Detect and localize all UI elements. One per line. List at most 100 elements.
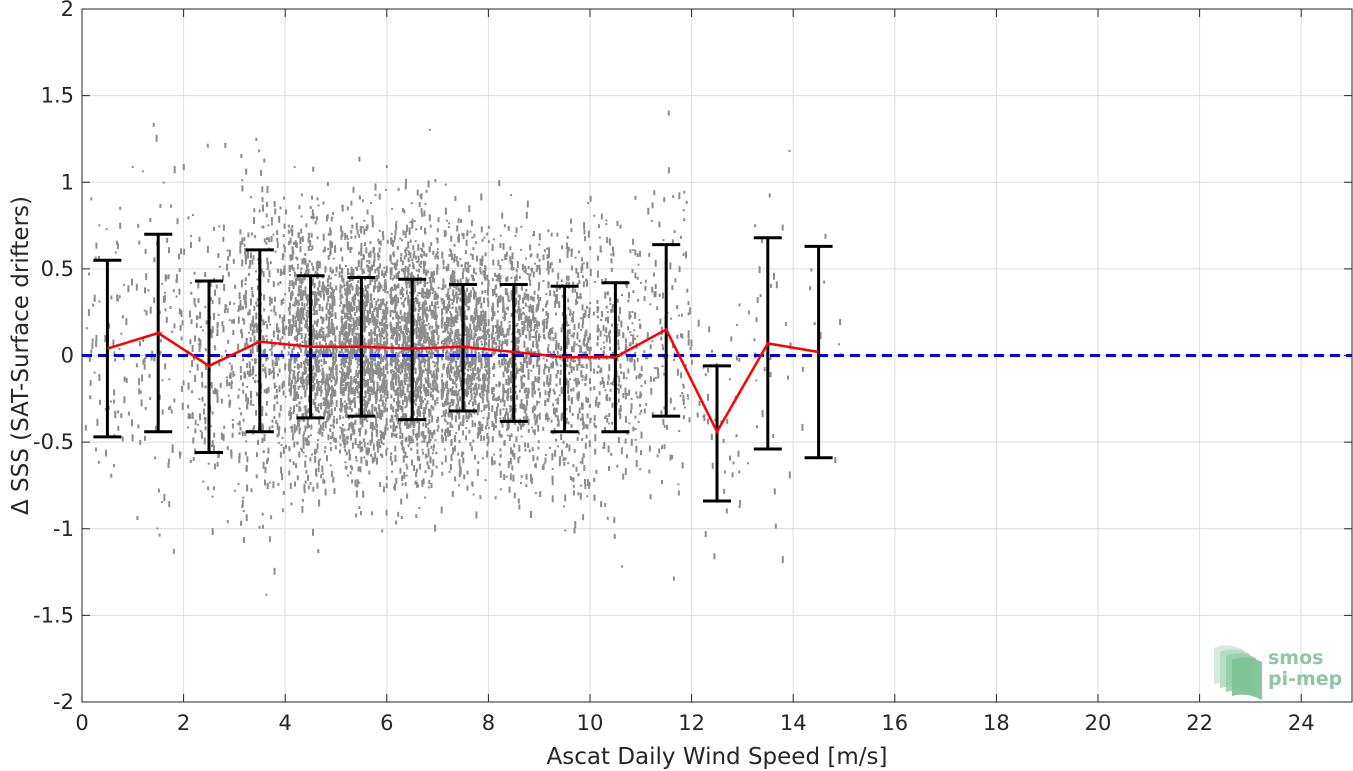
scatter-point (371, 511, 373, 516)
scatter-point (403, 414, 405, 420)
scatter-point (437, 337, 440, 341)
scatter-point (384, 424, 387, 429)
scatter-point (465, 427, 468, 429)
scatter-point (343, 355, 345, 362)
scatter-point (295, 327, 298, 333)
scatter-point (249, 259, 252, 267)
scatter-point (423, 333, 426, 340)
scatter-point (277, 334, 279, 341)
scatter-point (305, 377, 308, 381)
scatter-point (340, 366, 343, 370)
scatter-point (385, 344, 388, 348)
scatter-point (248, 309, 251, 316)
scatter-point (428, 480, 431, 484)
scatter-point (509, 380, 511, 383)
scatter-point (378, 247, 381, 253)
scatter-point (402, 390, 405, 393)
scatter-point (431, 310, 434, 315)
scatter-point (325, 333, 328, 337)
scatter-point (367, 298, 370, 303)
scatter-point (305, 223, 308, 228)
scatter-point (354, 438, 357, 445)
scatter-point (423, 327, 426, 334)
scatter-point (272, 481, 275, 489)
scatter-point (451, 330, 454, 335)
scatter-point (269, 261, 272, 265)
scatter-point (301, 314, 304, 320)
scatter-point (227, 271, 230, 277)
scatter-point (537, 294, 540, 300)
scatter-point (370, 347, 373, 350)
scatter-point (401, 399, 404, 405)
scatter-point (327, 287, 330, 295)
scatter-point (486, 450, 489, 458)
scatter-point (479, 267, 482, 273)
scatter-point (474, 333, 477, 337)
scatter-point (347, 248, 350, 251)
scatter-point (426, 316, 428, 322)
scatter-point (295, 242, 298, 248)
scatter-point (371, 404, 374, 412)
scatter-point (366, 442, 369, 445)
scatter-point (366, 291, 369, 295)
scatter-point (475, 511, 478, 519)
scatter-point (317, 287, 319, 291)
scatter-point (211, 495, 214, 498)
scatter-point (456, 398, 459, 402)
scatter-point (268, 275, 271, 278)
scatter-point (300, 447, 302, 450)
scatter-point (328, 334, 331, 337)
scatter-point (317, 298, 320, 302)
scatter-point (304, 425, 307, 432)
scatter-point (329, 428, 332, 433)
scatter-point (488, 340, 490, 348)
scatter-point (369, 338, 372, 345)
scatter-point (431, 469, 434, 476)
scatter-point (450, 318, 453, 326)
scatter-point (391, 207, 394, 210)
scatter-point (353, 335, 356, 341)
scatter-point (137, 223, 140, 228)
scatter-point (401, 347, 403, 354)
scatter-point (399, 467, 402, 474)
scatter-point (276, 394, 278, 399)
scatter-point (291, 329, 293, 334)
scatter-point (316, 386, 319, 391)
scatter-point (422, 266, 425, 274)
scatter-point (203, 437, 206, 445)
scatter-point (341, 402, 344, 408)
scatter-point (231, 423, 234, 429)
scatter-point (492, 424, 495, 431)
scatter-point (318, 428, 321, 435)
scatter-point (487, 412, 490, 420)
scatter-point (437, 286, 440, 289)
scatter-point (428, 467, 431, 470)
scatter-point (422, 357, 425, 363)
scatter-point (491, 420, 494, 427)
scatter-point (468, 292, 471, 295)
scatter-point (170, 204, 172, 208)
scatter-point (444, 207, 447, 215)
scatter-point (288, 310, 291, 316)
scatter-point (443, 363, 446, 366)
scatter-point (326, 326, 328, 329)
scatter-point (276, 268, 279, 273)
scatter-point (338, 334, 341, 338)
scatter-point (261, 512, 264, 516)
scatter-point (362, 438, 365, 443)
scatter-point (267, 278, 270, 283)
scatter-point (522, 297, 524, 304)
scatter-point (394, 229, 397, 235)
scatter-point (347, 384, 350, 389)
scatter-point (404, 451, 407, 458)
scatter-point (424, 328, 427, 335)
scatter-point (376, 411, 378, 415)
scatter-point (270, 348, 273, 351)
scatter-point (379, 263, 382, 269)
scatter-point (170, 409, 173, 414)
scatter-point (247, 232, 250, 238)
scatter-point (178, 308, 181, 315)
scatter-point (224, 142, 227, 148)
scatter-point (466, 375, 469, 382)
scatter-point (304, 480, 307, 484)
